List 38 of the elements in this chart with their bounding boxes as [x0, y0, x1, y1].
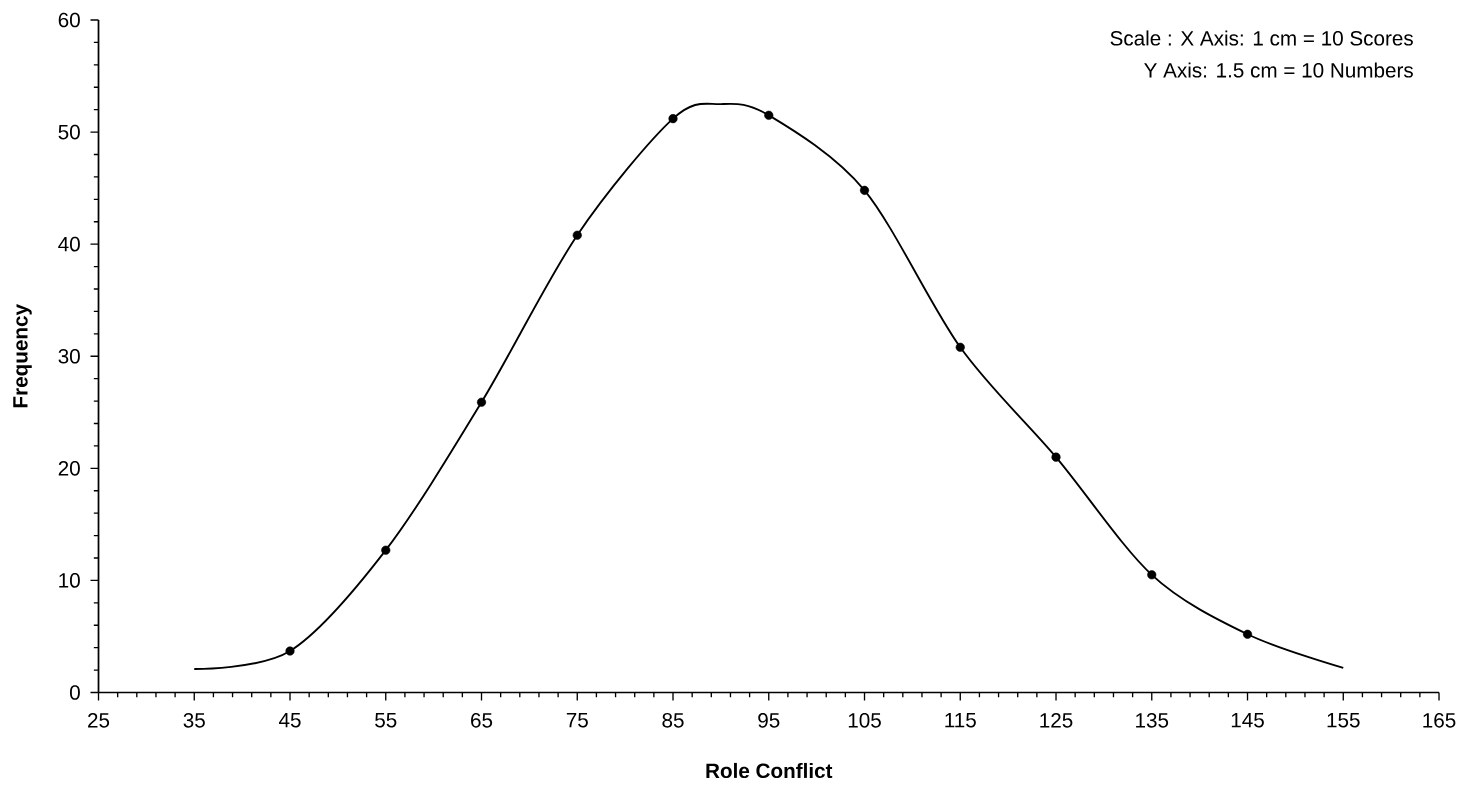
point — [476, 397, 487, 407]
y-tick-label: 50 — [58, 124, 80, 140]
line-series — [193, 102, 1345, 670]
annotation: Y Axis: 1.5 cm = 10 Numbers — [1144, 62, 1413, 78]
y-tick-label: 10 — [59, 573, 80, 588]
x-tick-label: 95 — [758, 713, 780, 728]
x-tick-label: 155 — [1327, 713, 1360, 728]
x-tick-label: 135 — [1136, 713, 1169, 728]
x-tick-label: 165 — [1423, 713, 1456, 728]
point — [381, 545, 391, 555]
x-tick-label: 45 — [279, 713, 301, 728]
y-axis-title: Frequency — [13, 304, 32, 408]
x-tick-label: 35 — [183, 713, 205, 728]
x-tick-label: 145 — [1231, 713, 1264, 728]
x-tick-label: 65 — [471, 713, 493, 728]
point — [955, 342, 965, 352]
point — [1051, 452, 1061, 462]
x-axis-title: Role Conflict — [706, 762, 833, 779]
point — [764, 110, 774, 120]
point — [285, 646, 295, 656]
x-tick-label: 105 — [848, 713, 881, 728]
point — [1147, 570, 1157, 580]
y-tick-label: 60 — [58, 12, 80, 28]
point — [572, 230, 582, 240]
x-tick-label: 75 — [566, 713, 588, 728]
y-tick-label: 30 — [58, 348, 80, 364]
annotation: Scale : X Axis: 1 cm = 10 Scores — [1110, 30, 1413, 46]
point — [668, 114, 678, 124]
x-tick-label: 55 — [375, 713, 397, 728]
point — [1242, 629, 1253, 639]
x-tick-label: 125 — [1040, 713, 1073, 728]
x-tick-label: 85 — [662, 713, 684, 728]
y-tick-label: 20 — [58, 461, 80, 476]
x-tick-label: 25 — [88, 713, 110, 728]
y-tick-label: 0 — [70, 685, 80, 700]
point — [859, 185, 870, 195]
x-tick-label: 115 — [945, 713, 976, 728]
y-tick-label: 40 — [58, 236, 80, 252]
